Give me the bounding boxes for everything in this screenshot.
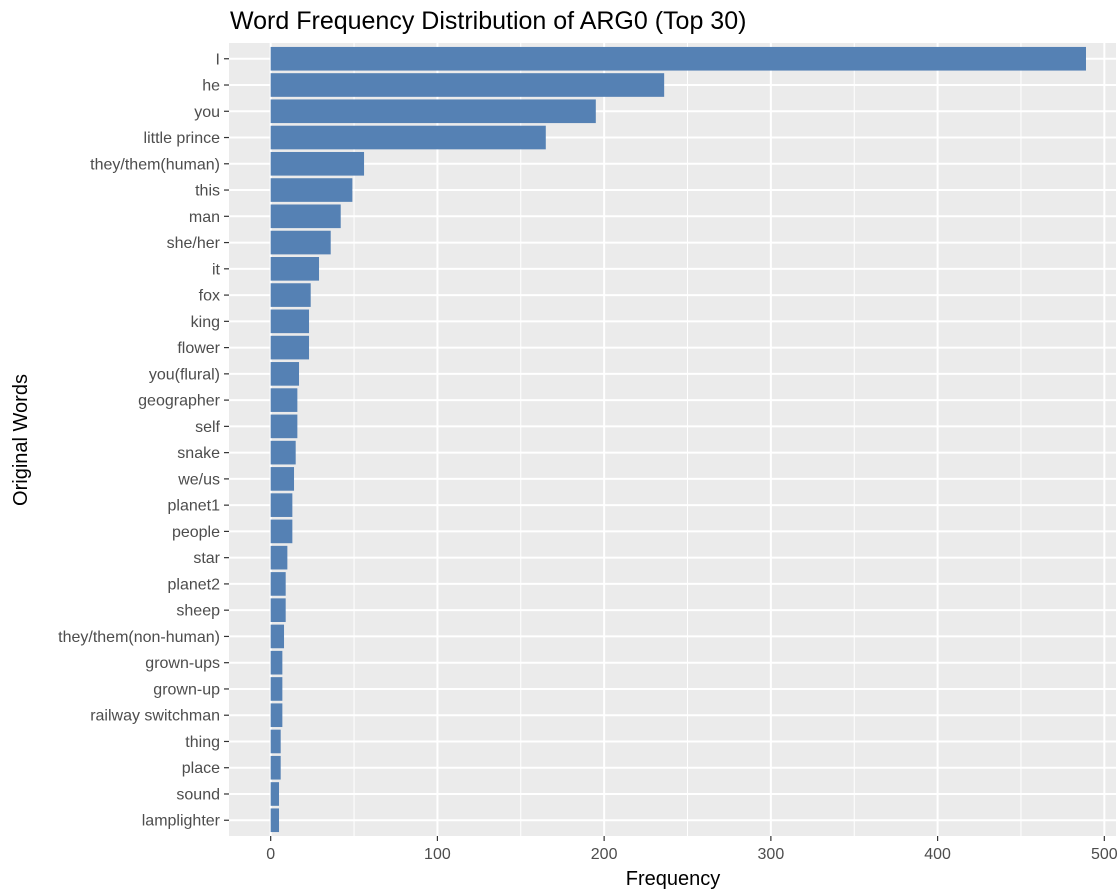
y-tick-label: snake xyxy=(177,445,220,462)
y-tick-label: little prince xyxy=(144,130,221,147)
y-tick-label: star xyxy=(193,550,220,567)
bar xyxy=(270,755,281,780)
y-tick-label: they/them(human) xyxy=(90,156,220,173)
y-tick-label: I xyxy=(216,51,220,68)
bar xyxy=(270,309,310,334)
y-tick-label: planet2 xyxy=(168,576,221,593)
bar xyxy=(270,283,311,307)
y-tick-label: planet1 xyxy=(168,498,221,515)
y-tick-label: self xyxy=(195,419,220,436)
y-tick-label: grown-ups xyxy=(145,655,220,672)
bar xyxy=(270,230,331,255)
y-tick-label: place xyxy=(182,760,220,777)
bar xyxy=(270,493,293,517)
plot-panel xyxy=(229,43,1116,836)
bar xyxy=(270,650,283,675)
bar xyxy=(270,362,300,386)
y-tick-label: king xyxy=(191,314,220,331)
bar xyxy=(270,335,310,360)
x-tick-label: 200 xyxy=(591,846,618,863)
y-tick-label: fox xyxy=(199,288,220,305)
bar xyxy=(270,73,665,97)
bar xyxy=(270,782,280,806)
x-tick-label: 300 xyxy=(758,846,785,863)
bar xyxy=(270,545,288,570)
y-tick-label: man xyxy=(189,209,220,226)
bar xyxy=(270,703,283,728)
bar xyxy=(270,388,298,412)
bar xyxy=(270,440,296,465)
x-axis-title: Frequency xyxy=(626,868,721,890)
x-axis: 0 100 200 300 400 500 xyxy=(266,836,1118,863)
y-tick-label: it xyxy=(212,261,221,278)
y-tick-label: thing xyxy=(185,734,220,751)
bars xyxy=(270,46,1086,833)
chart-title: Word Frequency Distribution of ARG0 (Top… xyxy=(230,7,746,35)
y-axis-title: Original Words xyxy=(10,374,32,506)
x-tick-label: 0 xyxy=(266,846,275,863)
bar xyxy=(270,677,283,701)
y-tick-label: geographer xyxy=(138,393,221,410)
bar xyxy=(270,519,293,544)
bar xyxy=(270,125,546,150)
y-tick-label: lamplighter xyxy=(142,813,221,830)
y-tick-label: this xyxy=(195,183,220,200)
y-tick-label: you(flural) xyxy=(149,366,220,383)
bar xyxy=(270,99,596,124)
y-tick-label: railway switchman xyxy=(90,708,220,725)
y-tick-label: she/her xyxy=(167,235,221,252)
bar xyxy=(270,808,280,833)
bar xyxy=(270,572,286,596)
y-tick-label: sheep xyxy=(176,603,220,620)
x-tick-label: 500 xyxy=(1091,846,1118,863)
bar xyxy=(270,624,285,649)
y-tick-label: flower xyxy=(177,340,220,357)
y-tick-label: sound xyxy=(176,786,220,803)
y-tick-label: grown-up xyxy=(153,681,220,698)
x-tick-label: 100 xyxy=(424,846,451,863)
y-tick-label: you xyxy=(194,104,220,121)
y-tick-label: he xyxy=(202,78,220,95)
y-tick-label: people xyxy=(172,524,220,541)
y-axis: Ihe you little prince they/them(human) this m… xyxy=(58,51,229,830)
bar xyxy=(270,598,286,622)
bar xyxy=(270,414,298,439)
bar xyxy=(270,46,1086,71)
bar xyxy=(270,467,295,491)
bar xyxy=(270,729,281,754)
bar xyxy=(270,151,365,176)
x-tick-label: 400 xyxy=(924,846,951,863)
bar xyxy=(270,178,353,202)
bar xyxy=(270,257,320,281)
y-tick-label: they/them(non-human) xyxy=(58,629,220,646)
y-tick-label: we/us xyxy=(177,471,220,488)
bar xyxy=(270,204,341,229)
